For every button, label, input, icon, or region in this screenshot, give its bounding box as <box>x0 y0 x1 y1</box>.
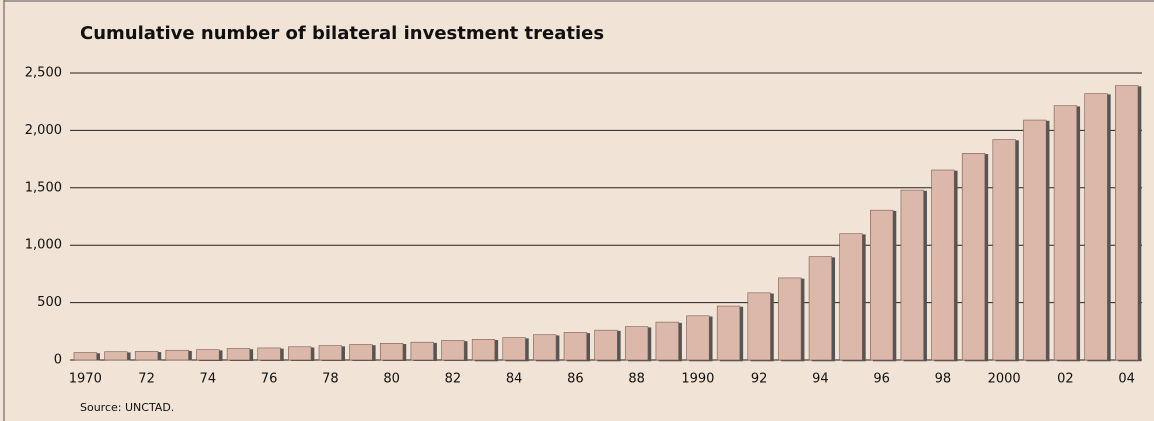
x-tick-label: 02 <box>1057 372 1074 387</box>
chart-title: Cumulative number of bilateral investmen… <box>80 23 604 44</box>
bar <box>808 256 833 361</box>
bar <box>747 292 771 361</box>
y-tick-label: 2,500 <box>25 66 62 81</box>
bar <box>624 326 649 361</box>
y-tick-label: 2,000 <box>25 123 62 138</box>
bar <box>900 189 924 361</box>
bar <box>992 139 1016 361</box>
bar <box>839 233 863 361</box>
bar <box>563 332 588 361</box>
bar <box>1115 85 1139 361</box>
x-tick-label: 82 <box>445 372 462 387</box>
bar <box>73 352 97 361</box>
y-tick-label: 500 <box>37 295 62 310</box>
x-tick-label: 1990 <box>681 372 714 387</box>
x-tick-label: 96 <box>873 372 890 387</box>
bar <box>716 305 741 361</box>
bar <box>226 348 251 361</box>
bar <box>1053 105 1078 361</box>
bar <box>870 209 894 361</box>
x-tick-label: 74 <box>200 372 217 387</box>
x-tick-label: 80 <box>383 372 400 387</box>
x-tick-label: 72 <box>138 372 155 387</box>
x-tick-label: 04 <box>1118 372 1135 387</box>
x-tick-label: 86 <box>567 372 584 387</box>
x-tick-label: 76 <box>261 372 278 387</box>
x-tick-label: 78 <box>322 372 339 387</box>
bar <box>379 343 404 361</box>
bar <box>778 277 802 361</box>
bar <box>134 351 159 361</box>
y-tick-label: 0 <box>54 353 62 368</box>
x-tick-label: 2000 <box>988 372 1021 387</box>
x-tick-label: 92 <box>751 372 768 387</box>
bar <box>502 337 526 361</box>
bar <box>533 334 557 361</box>
bar <box>441 340 465 361</box>
x-tick-label: 1970 <box>69 372 102 387</box>
x-tick-label: 94 <box>812 372 829 387</box>
bar <box>196 349 220 361</box>
bar <box>318 345 342 361</box>
bar <box>165 349 189 361</box>
bar <box>410 341 434 361</box>
x-tick-label: 88 <box>628 372 645 387</box>
bar <box>594 329 618 361</box>
bar <box>288 346 312 361</box>
y-tick-label: 1,500 <box>25 180 62 195</box>
y-tick-label: 1,000 <box>25 238 62 253</box>
bar <box>686 315 710 361</box>
bar <box>931 169 955 361</box>
bar <box>349 344 373 361</box>
x-tick-label: 84 <box>506 372 523 387</box>
bar <box>257 347 281 361</box>
bar <box>655 321 679 361</box>
bar <box>1023 119 1047 361</box>
bar <box>961 153 986 361</box>
bar <box>104 351 128 361</box>
x-tick-label: 98 <box>935 372 952 387</box>
bar <box>471 339 496 361</box>
source: Source: UNCTAD. <box>80 401 174 414</box>
bar <box>1084 93 1108 361</box>
